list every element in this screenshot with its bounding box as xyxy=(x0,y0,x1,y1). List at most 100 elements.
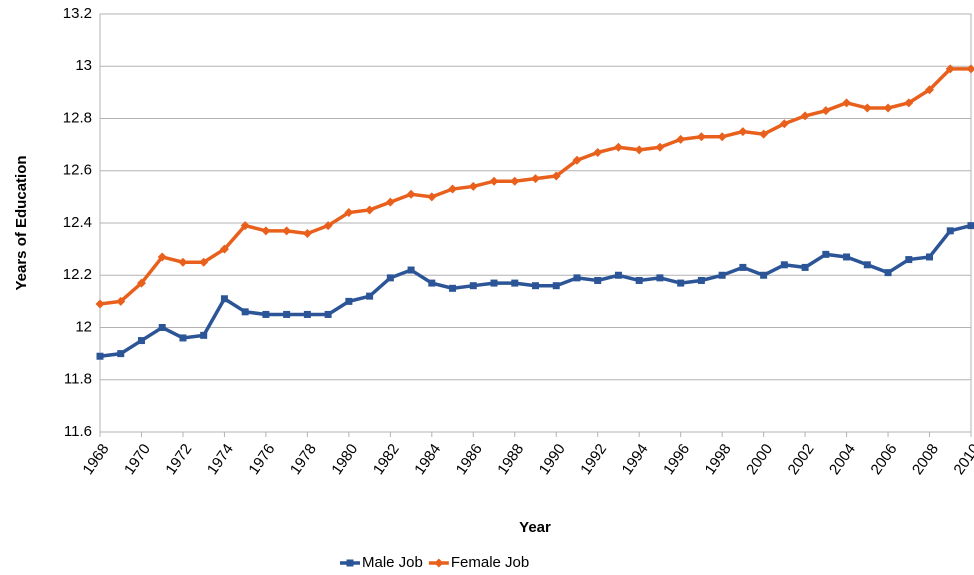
data-point xyxy=(635,276,643,284)
data-point xyxy=(821,106,831,116)
legend-label: Female Job xyxy=(451,554,529,571)
data-point xyxy=(345,297,353,305)
legend-marker xyxy=(346,559,354,567)
series-line xyxy=(99,223,972,358)
data-point xyxy=(490,279,498,287)
data-point xyxy=(759,129,769,139)
data-point xyxy=(179,334,187,342)
x-tick-label: 1996 xyxy=(660,441,693,478)
y-axis-label: Years of Education xyxy=(13,155,30,290)
data-point xyxy=(572,155,582,165)
x-tick-label: 2008 xyxy=(909,441,942,478)
x-tick-label: 2004 xyxy=(826,441,859,478)
data-point xyxy=(240,221,250,231)
data-point xyxy=(511,279,519,287)
y-tick-label: 12 xyxy=(75,318,92,335)
data-point xyxy=(365,205,375,215)
data-point xyxy=(656,274,664,282)
data-point xyxy=(822,250,830,258)
data-point xyxy=(200,331,208,339)
x-tick-label: 2002 xyxy=(785,441,818,478)
data-point xyxy=(945,64,955,74)
data-point xyxy=(925,85,935,95)
data-point xyxy=(780,261,788,269)
x-tick-label: 1992 xyxy=(577,441,610,478)
x-tick-label: 1994 xyxy=(619,441,652,478)
legend-label: Male Job xyxy=(362,554,423,571)
data-point xyxy=(655,142,665,152)
data-point xyxy=(573,274,581,282)
data-point xyxy=(428,279,436,287)
data-point xyxy=(676,134,686,144)
data-point xyxy=(614,271,622,279)
data-point xyxy=(117,350,125,358)
data-point xyxy=(261,226,271,236)
data-point xyxy=(157,252,167,262)
data-point xyxy=(551,171,561,181)
data-point xyxy=(884,269,892,277)
y-tick-label: 12.4 xyxy=(63,214,92,231)
data-point xyxy=(801,263,809,271)
data-point xyxy=(407,266,415,274)
data-point xyxy=(386,274,394,282)
data-point xyxy=(739,263,747,271)
data-point xyxy=(302,228,312,238)
data-point xyxy=(178,257,188,267)
y-tick-label: 12.2 xyxy=(63,266,92,283)
data-point xyxy=(136,278,146,288)
data-point xyxy=(96,352,104,360)
x-tick-label: 2000 xyxy=(743,441,776,478)
x-tick-label: 1978 xyxy=(287,441,320,478)
data-point xyxy=(760,271,768,279)
y-tick-label: 11.8 xyxy=(64,371,92,388)
data-point xyxy=(696,132,706,142)
x-tick-label: 1984 xyxy=(411,441,444,478)
x-tick-label: 1982 xyxy=(370,441,403,478)
data-point xyxy=(697,276,705,284)
data-point xyxy=(863,261,871,269)
data-point xyxy=(449,284,457,292)
data-point xyxy=(883,103,893,113)
x-tick-label: 1980 xyxy=(328,441,361,478)
data-point xyxy=(323,221,333,231)
data-point xyxy=(738,127,748,137)
data-point xyxy=(427,192,437,202)
data-point xyxy=(718,271,726,279)
series-line xyxy=(99,67,971,306)
x-tick-label: 1972 xyxy=(162,441,195,478)
legend-marker xyxy=(434,558,444,568)
x-axis-label: Year xyxy=(519,519,551,536)
data-point xyxy=(926,253,934,261)
x-tick-label: 1976 xyxy=(245,441,278,478)
data-point xyxy=(946,227,954,235)
x-tick-label: 2006 xyxy=(868,441,901,478)
data-point xyxy=(510,176,520,186)
data-point xyxy=(282,226,292,236)
data-point xyxy=(593,147,603,157)
data-point xyxy=(219,244,229,254)
y-tick-label: 13.2 xyxy=(63,5,92,22)
data-point xyxy=(904,98,914,108)
data-point xyxy=(220,295,228,303)
data-point xyxy=(468,181,478,191)
x-tick-label: 2010 xyxy=(950,441,974,478)
data-point xyxy=(448,184,458,194)
data-point xyxy=(677,279,685,287)
data-point xyxy=(717,132,727,142)
data-point xyxy=(241,308,249,316)
data-point xyxy=(137,337,145,345)
data-point xyxy=(967,222,974,230)
data-point xyxy=(489,176,499,186)
data-point xyxy=(95,299,105,309)
data-point xyxy=(385,197,395,207)
data-point xyxy=(842,98,852,108)
data-point xyxy=(303,310,311,318)
data-point xyxy=(324,310,332,318)
data-point xyxy=(905,256,913,264)
data-point xyxy=(262,310,270,318)
data-point xyxy=(158,324,166,331)
x-tick-label: 1986 xyxy=(453,441,486,478)
data-point xyxy=(469,282,477,290)
y-tick-label: 11.6 xyxy=(64,423,92,440)
